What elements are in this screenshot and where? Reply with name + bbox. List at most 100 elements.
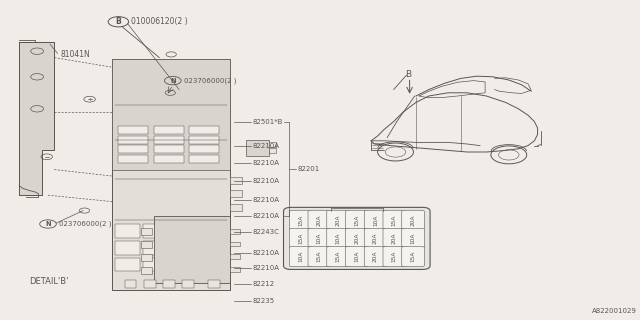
Text: 10A: 10A: [410, 233, 415, 244]
Text: 82210A: 82210A: [253, 265, 280, 271]
Text: 10A: 10A: [298, 251, 303, 262]
FancyBboxPatch shape: [327, 246, 349, 267]
Text: 82210A: 82210A: [253, 178, 280, 184]
Text: 15A: 15A: [392, 251, 397, 262]
Text: 82212: 82212: [253, 281, 275, 287]
Bar: [112, 59, 230, 170]
Bar: [154, 136, 184, 144]
Bar: [208, 280, 220, 288]
Bar: [182, 280, 194, 288]
Text: DETAIL'B': DETAIL'B': [29, 277, 68, 286]
Text: 82210A: 82210A: [253, 250, 280, 256]
Bar: [141, 267, 152, 274]
Bar: [230, 242, 240, 246]
Text: 15A: 15A: [410, 251, 415, 262]
Bar: [118, 145, 148, 153]
Bar: [230, 190, 242, 197]
Bar: [154, 126, 184, 134]
FancyBboxPatch shape: [308, 210, 331, 230]
FancyBboxPatch shape: [346, 228, 368, 248]
FancyBboxPatch shape: [364, 228, 387, 248]
Bar: [172, 224, 196, 238]
Bar: [199, 241, 225, 254]
Bar: [230, 254, 240, 259]
Text: 20A: 20A: [392, 233, 397, 244]
FancyBboxPatch shape: [308, 228, 331, 248]
Bar: [154, 145, 184, 153]
Bar: [141, 254, 152, 261]
Text: 20A: 20A: [410, 214, 415, 226]
FancyBboxPatch shape: [383, 246, 406, 267]
Text: 81041N: 81041N: [61, 50, 90, 59]
Bar: [189, 145, 219, 153]
Bar: [115, 258, 140, 271]
FancyBboxPatch shape: [327, 210, 349, 230]
Bar: [115, 241, 140, 254]
Text: 20A: 20A: [373, 251, 378, 262]
Text: 82201: 82201: [298, 166, 320, 172]
FancyBboxPatch shape: [346, 246, 368, 267]
FancyBboxPatch shape: [289, 246, 312, 267]
Text: 023706000(2 ): 023706000(2 ): [184, 77, 236, 84]
Text: 82210A: 82210A: [253, 197, 280, 203]
FancyBboxPatch shape: [383, 210, 406, 230]
Text: 10A: 10A: [355, 251, 359, 262]
FancyBboxPatch shape: [402, 210, 424, 230]
Text: N: N: [170, 78, 175, 84]
Text: 15A: 15A: [317, 251, 322, 262]
Text: 20A: 20A: [373, 233, 378, 244]
Text: A822001029: A822001029: [592, 308, 637, 314]
Bar: [189, 126, 219, 134]
Text: 15A: 15A: [298, 215, 303, 226]
Text: 82235: 82235: [253, 299, 275, 304]
Bar: [112, 59, 230, 290]
Text: 10A: 10A: [335, 233, 340, 244]
FancyBboxPatch shape: [289, 210, 312, 230]
Text: 82210A: 82210A: [253, 143, 280, 148]
Text: 15A: 15A: [335, 251, 340, 262]
Text: 20A: 20A: [335, 214, 340, 226]
Bar: [143, 241, 168, 254]
Bar: [143, 224, 168, 238]
Bar: [118, 136, 148, 144]
Bar: [118, 155, 148, 163]
FancyBboxPatch shape: [284, 207, 430, 269]
Text: N: N: [45, 221, 51, 227]
Bar: [118, 126, 148, 134]
FancyBboxPatch shape: [402, 228, 424, 248]
FancyBboxPatch shape: [364, 210, 387, 230]
Text: 15A: 15A: [298, 233, 303, 244]
Bar: [115, 224, 140, 238]
Text: 15A: 15A: [355, 215, 359, 226]
Bar: [144, 280, 156, 288]
Text: B: B: [116, 17, 121, 26]
Bar: [125, 280, 136, 288]
Bar: [189, 155, 219, 163]
Bar: [199, 224, 225, 238]
Text: B: B: [405, 70, 412, 79]
Bar: [246, 140, 269, 156]
Text: 82501*B: 82501*B: [253, 119, 283, 124]
FancyBboxPatch shape: [402, 246, 424, 267]
Bar: [230, 229, 240, 234]
Text: 20A: 20A: [317, 214, 322, 226]
Bar: [230, 177, 242, 184]
Bar: [230, 267, 240, 272]
Bar: [154, 155, 184, 163]
Bar: [172, 258, 196, 271]
Bar: [269, 148, 276, 153]
FancyBboxPatch shape: [308, 246, 331, 267]
Text: 82210A: 82210A: [253, 213, 280, 219]
Bar: [172, 241, 196, 254]
FancyBboxPatch shape: [364, 246, 387, 267]
Bar: [141, 228, 152, 235]
Bar: [154, 216, 230, 283]
Text: 15A: 15A: [392, 215, 397, 226]
Bar: [269, 142, 276, 147]
Text: 10A: 10A: [373, 215, 378, 226]
Polygon shape: [19, 42, 54, 195]
FancyBboxPatch shape: [383, 228, 406, 248]
Bar: [199, 258, 225, 271]
Text: 20A: 20A: [355, 233, 359, 244]
Bar: [189, 136, 219, 144]
